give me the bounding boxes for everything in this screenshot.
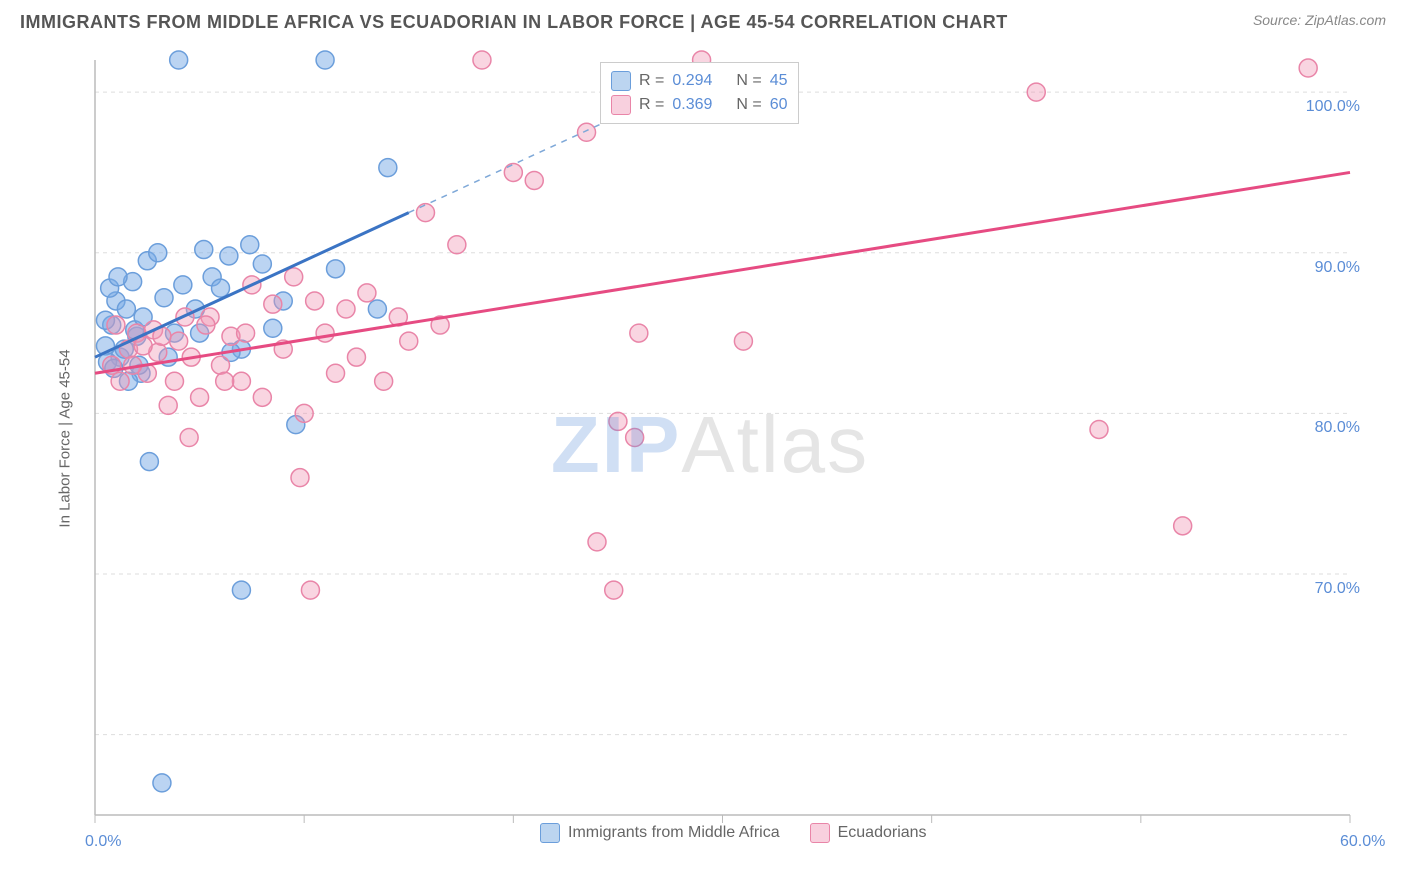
chart-container: ZIPAtlas In Labor Force | Age 45-54 R =0… xyxy=(50,50,1370,840)
r-value-middle-africa: 0.294 xyxy=(672,72,712,90)
x-tick-label: 60.0% xyxy=(1340,833,1385,851)
r-label: R = xyxy=(639,96,664,114)
legend-label-ecuadorians: Ecuadorians xyxy=(838,824,927,842)
source-label: Source: ZipAtlas.com xyxy=(1253,12,1386,28)
y-tick-label: 100.0% xyxy=(1306,98,1360,116)
correlation-legend: R = 0.294 N = 45 R = 0.369 N = 60 xyxy=(600,62,799,124)
swatch-ecuadorians xyxy=(611,95,631,115)
legend-item-ecuadorians: Ecuadorians xyxy=(810,823,927,843)
chart-title: IMMIGRANTS FROM MIDDLE AFRICA VS ECUADOR… xyxy=(20,12,1008,33)
swatch-middle-africa xyxy=(611,71,631,91)
legend-label-middle-africa: Immigrants from Middle Africa xyxy=(568,824,780,842)
series-legend: Immigrants from Middle Africa Ecuadorians xyxy=(540,823,927,843)
y-axis-label: In Labor Force | Age 45-54 xyxy=(57,339,74,539)
y-tick-label: 90.0% xyxy=(1315,259,1360,277)
correlation-row-ecuadorians: R = 0.369 N = 60 xyxy=(611,93,788,117)
y-tick-label: 70.0% xyxy=(1315,580,1360,598)
n-label: N = xyxy=(736,96,761,114)
r-label: R = xyxy=(639,72,664,90)
legend-swatch-ecuadorians xyxy=(810,823,830,843)
correlation-row-middle-africa: R = 0.294 N = 45 xyxy=(611,69,788,93)
r-value-ecuadorians: 0.369 xyxy=(672,96,712,114)
y-tick-label: 80.0% xyxy=(1315,419,1360,437)
n-value-ecuadorians: 60 xyxy=(770,96,788,114)
x-tick-label: 0.0% xyxy=(85,833,121,851)
n-value-middle-africa: 45 xyxy=(770,72,788,90)
legend-item-middle-africa: Immigrants from Middle Africa xyxy=(540,823,780,843)
legend-swatch-middle-africa xyxy=(540,823,560,843)
n-label: N = xyxy=(736,72,761,90)
scatter-chart xyxy=(50,50,1370,840)
